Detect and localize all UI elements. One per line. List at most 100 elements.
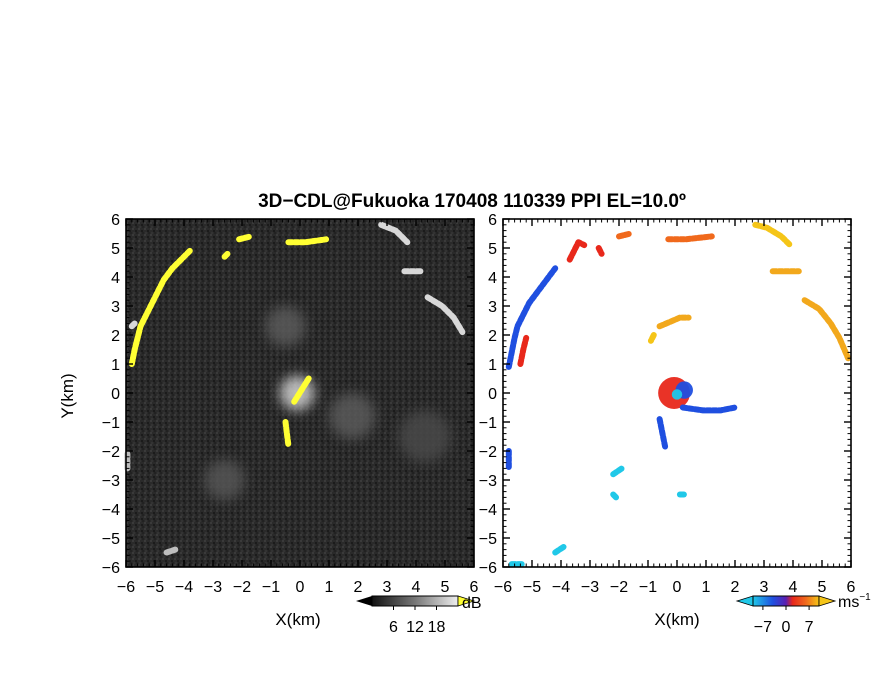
velocity-y-tick-label: 4 (488, 270, 497, 287)
reflectivity-colorbar-tick-label: 12 (406, 619, 424, 636)
velocity-x-tick-label: 6 (847, 579, 856, 596)
velocity-x-tick-label: −4 (552, 579, 570, 596)
reflectivity-y-tick-label: 2 (111, 328, 120, 345)
velocity-x-tick-label: 4 (789, 579, 798, 596)
reflectivity-x-tick-label: −3 (204, 579, 222, 596)
velocity-echo-15 (552, 543, 567, 556)
reflectivity-y-tick-label: −5 (102, 531, 120, 548)
reflectivity-blob-3 (204, 459, 245, 501)
velocity-y-tick-label: −6 (479, 560, 497, 577)
colorbar-lower-arrow (735, 595, 754, 607)
reflectivity-y-tick-label: −2 (102, 444, 120, 461)
reflectivity-echo-layer (124, 221, 466, 556)
velocity-colorbar-bar (752, 595, 820, 607)
reflectivity-echo-6 (378, 221, 411, 246)
reflectivity-x-tick-label: 4 (412, 579, 421, 596)
velocity-echo-4 (616, 230, 634, 240)
colorbar-upper-arrow (457, 595, 476, 607)
reflectivity-blob-4 (398, 410, 451, 463)
reflectivity-colorbar-ticks: 6 12 18 (389, 606, 446, 636)
reflectivity-blob-2 (329, 393, 376, 440)
reflectivity-axes: −6 −6 −5 −5 −4 −4 −3 −3 −2 −2 −1 −1 0 0 1 1 2 2 3 3 4 4 5 5 6 6 (102, 212, 479, 596)
velocity-colorbar-tick-label: −7 (754, 619, 772, 636)
reflectivity-y-tick-label: 3 (111, 299, 120, 316)
reflectivity-blob-1 (265, 306, 306, 347)
reflectivity-colorbar-unit: dB (462, 595, 482, 612)
reflectivity-echo-0 (128, 247, 193, 367)
reflectivity-y-tick-label: 5 (111, 241, 120, 258)
velocity-echo-5 (665, 233, 715, 243)
reflectivity-y-tick-label: 1 (111, 357, 120, 374)
velocity-x-tick-label: −6 (494, 579, 512, 596)
velocity-y-tick-label: −1 (479, 415, 497, 432)
velocity-x-tick-label: −2 (610, 579, 628, 596)
velocity-colorbar-ticks: −7 0 7 (754, 606, 814, 636)
reflectivity-y-tick-label: 6 (111, 212, 120, 229)
velocity-colorbar: −7 0 7 ms−1 (735, 592, 871, 636)
reflectivity-x-tick-label: −4 (175, 579, 193, 596)
velocity-echo-8 (801, 297, 852, 362)
velocity-echo-10 (647, 332, 657, 344)
velocity-x-tick-label: −1 (639, 579, 657, 596)
reflectivity-x-tick-label: 0 (296, 579, 305, 596)
reflectivity-y-tick-label: −3 (102, 473, 120, 490)
velocity-y-tick-label: 3 (488, 299, 497, 316)
velocity-echo-2 (566, 239, 588, 263)
velocity-echo-17 (610, 491, 620, 501)
velocity-echo-11 (679, 404, 738, 414)
velocity-x-tick-label: −5 (523, 579, 541, 596)
velocity-axes: −6 −6 −5 −5 −4 −4 −3 −3 −2 −2 −1 −1 0 0 1 1 2 2 3 3 4 4 5 5 6 6 (479, 212, 856, 596)
velocity-y-tick-label: −5 (479, 531, 497, 548)
velocity-echo-6 (752, 221, 794, 249)
velocity-y-tick-label: 2 (488, 328, 497, 345)
velocity-echo-12 (656, 416, 669, 452)
reflectivity-x-tick-label: −5 (146, 579, 164, 596)
reflectivity-x-tick-label: −1 (262, 579, 280, 596)
velocity-x-tick-label: −3 (581, 579, 599, 596)
colorbar-upper-arrow (818, 595, 837, 607)
reflectivity-x-tick-label: −2 (233, 579, 251, 596)
velocity-echo-layer (505, 221, 852, 568)
velocity-y-tick-label: 6 (488, 212, 497, 229)
reflectivity-x-tick-label: −6 (117, 579, 135, 596)
reflectivity-x-tick-label: 6 (470, 579, 479, 596)
velocity-echo-9 (656, 314, 692, 330)
reflectivity-colorbar-bar (371, 595, 459, 607)
velocity-echo-1 (517, 334, 530, 367)
velocity-colorbar-tick-label: 0 (782, 619, 791, 636)
velocity-y-tick-label: −2 (479, 444, 497, 461)
reflectivity-echo-5 (291, 375, 312, 405)
velocity-y-tick-label: −3 (479, 473, 497, 490)
velocity-y-tick-label: 1 (488, 357, 497, 374)
velocity-y-tick-label: 5 (488, 241, 497, 258)
velocity-colorbar-tick-label: 7 (805, 619, 814, 636)
reflectivity-y-tick-label: 4 (111, 270, 120, 287)
reflectivity-echo-10 (163, 546, 179, 556)
reflectivity-x-tick-label: 2 (354, 579, 363, 596)
reflectivity-echo-3 (221, 250, 231, 260)
reflectivity-echo-8 (424, 294, 466, 336)
reflectivity-x-tick-label: 3 (383, 579, 392, 596)
reflectivity-y-tick-label: 0 (111, 386, 120, 403)
reflectivity-x-axis-label: X(km) (275, 610, 320, 629)
reflectivity-colorbar-tick-label: 18 (428, 619, 446, 636)
reflectivity-echo-9 (128, 320, 138, 330)
velocity-x-tick-label: 3 (760, 579, 769, 596)
reflectivity-y-tick-label: −6 (102, 560, 120, 577)
reflectivity-echo-1 (236, 233, 254, 243)
reflectivity-x-tick-label: 5 (441, 579, 450, 596)
colorbar-lower-arrow (356, 596, 372, 606)
velocity-echo-16 (610, 465, 625, 478)
velocity-echo-3 (595, 245, 605, 257)
reflectivity-echo-4 (282, 419, 292, 449)
reflectivity-y-axis-label: Y(km) (58, 373, 77, 418)
reflectivity-colorbar: 6 12 18 dB (356, 595, 482, 636)
velocity-blob-2 (671, 389, 683, 400)
reflectivity-x-tick-label: 1 (325, 579, 334, 596)
velocity-y-tick-label: 0 (488, 386, 497, 403)
reflectivity-colorbar-tick-label: 6 (389, 619, 398, 636)
velocity-x-tick-label: 0 (673, 579, 682, 596)
velocity-x-tick-label: 1 (702, 579, 711, 596)
